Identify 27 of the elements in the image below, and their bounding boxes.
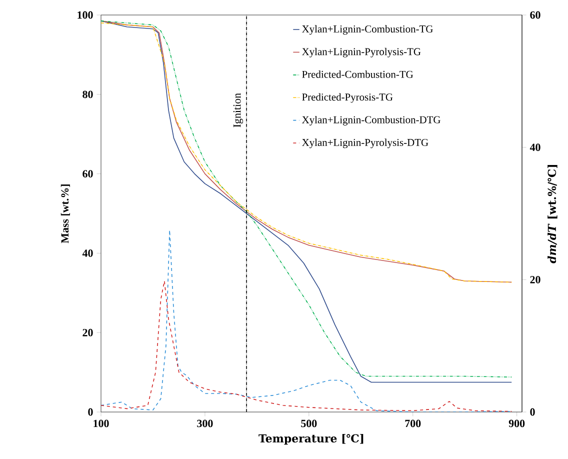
x-tick-label: 700 <box>405 420 421 428</box>
line-series <box>101 280 512 412</box>
ref-line-label: Ignition <box>233 93 244 128</box>
x-axis-title: Temperature [℃] <box>258 434 364 445</box>
y2-tick-label: 40 <box>530 144 540 152</box>
x-tick-label: 500 <box>301 420 317 428</box>
legend-label: Predicted-Pyrosis-TG <box>302 93 393 103</box>
y2-tick-label: 20 <box>530 276 540 284</box>
legend-label: Xylan+Lignin-Combustion-TG <box>302 25 433 35</box>
y2-tick-label: 0 <box>530 408 535 416</box>
y-axis-title: Mass [wt.%] <box>60 184 70 244</box>
y-tick-label: 20 <box>82 328 93 336</box>
y-tick-label: 0 <box>88 408 93 416</box>
x-tick-label: 100 <box>94 420 109 428</box>
y2-axis-title: dm/dT [wt.%/℃] <box>548 164 558 264</box>
line-series <box>101 230 512 412</box>
y-tick-label: 60 <box>82 170 93 178</box>
legend-label: Xylan+Lignin-Pyrolysis-TG <box>302 48 421 58</box>
x-tick-label: 300 <box>197 420 213 428</box>
y2-tick-label: 60 <box>530 11 540 19</box>
legend-label: Xylan+Lignin-Combustion-DTG <box>302 116 440 126</box>
legend-label: Xylan+Lignin-Pyrolysis-DTG <box>302 138 428 148</box>
legend-label: Predicted-Combustion-TG <box>302 70 414 78</box>
x-tick-label: 900 <box>508 420 525 428</box>
y-tick-label: 100 <box>78 11 93 19</box>
y-tick-label: 40 <box>82 250 93 257</box>
y-tick-label: 80 <box>82 90 93 98</box>
